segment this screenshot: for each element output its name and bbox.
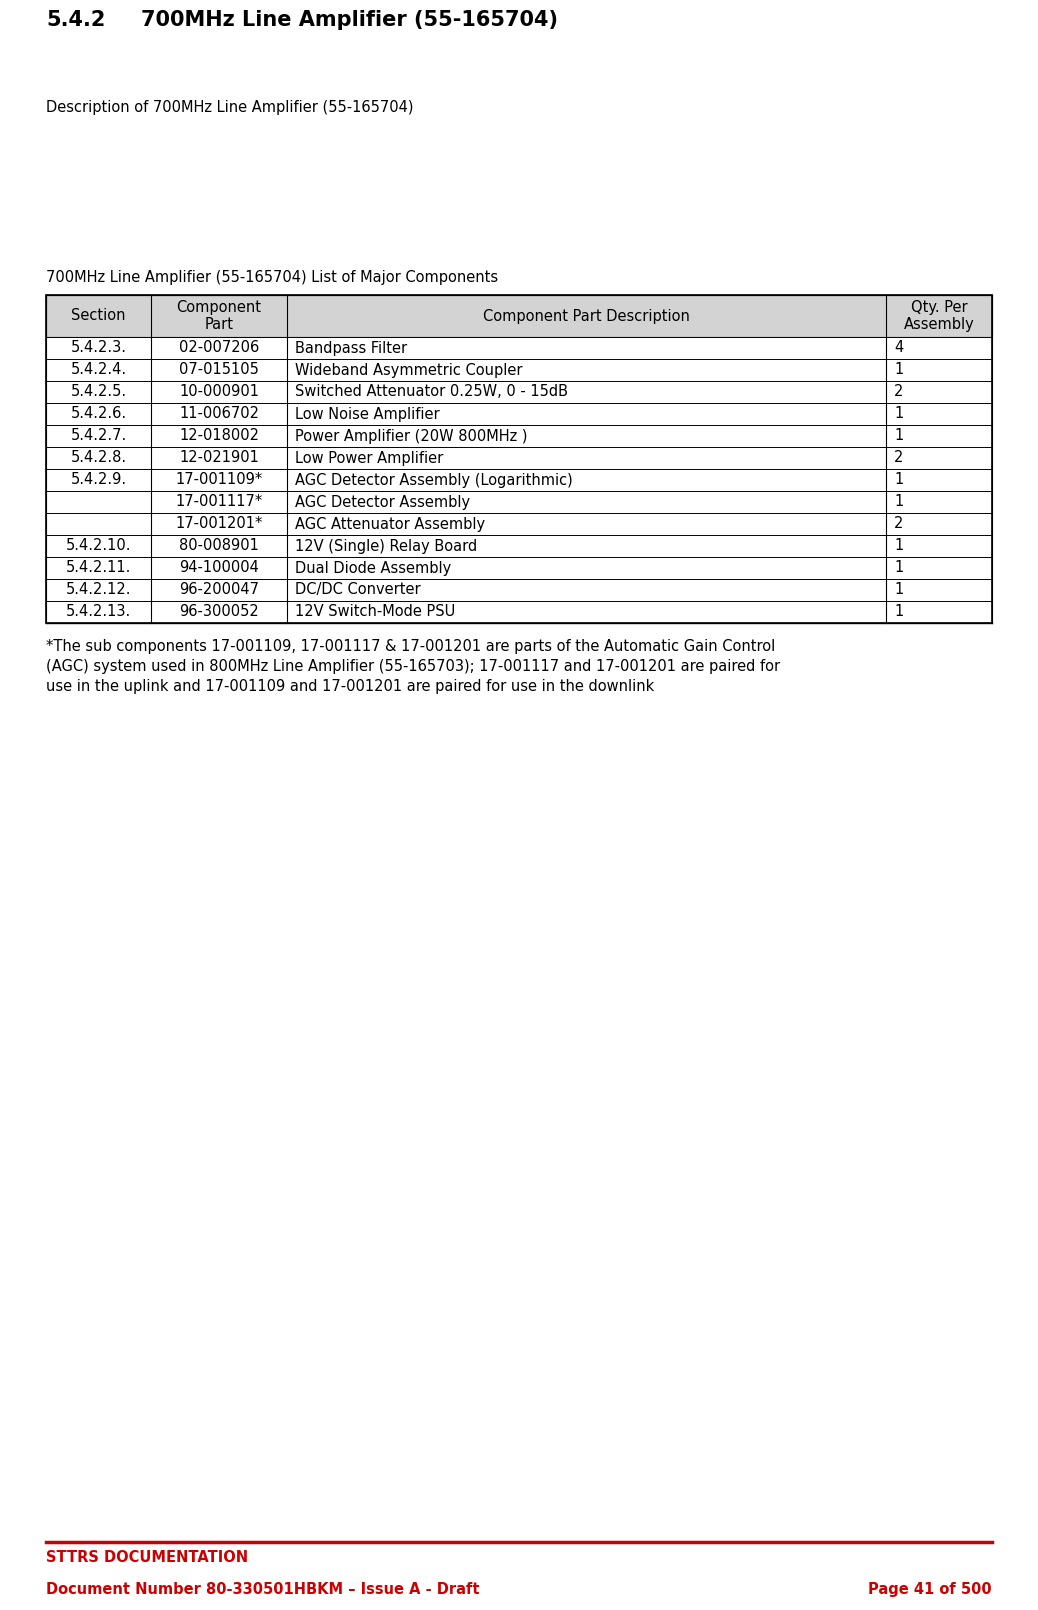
Text: 5.4.2.4.: 5.4.2.4.	[71, 362, 127, 377]
Text: 1: 1	[894, 604, 903, 620]
Text: AGC Attenuator Assembly: AGC Attenuator Assembly	[295, 517, 486, 531]
Text: 2: 2	[894, 517, 903, 531]
Text: 1: 1	[894, 406, 903, 422]
Text: Page 41 of 500: Page 41 of 500	[869, 1583, 992, 1597]
Text: 17-001117*: 17-001117*	[175, 494, 263, 509]
Text: 5.4.2.7.: 5.4.2.7.	[71, 428, 127, 443]
Text: Qty. Per
Assembly: Qty. Per Assembly	[904, 299, 975, 332]
Bar	[46, 359, 992, 382]
Text: 80-008901: 80-008901	[180, 538, 260, 554]
Bar	[46, 469, 992, 491]
Text: 5.4.2.10.: 5.4.2.10.	[65, 538, 131, 554]
Text: AGC Detector Assembly: AGC Detector Assembly	[295, 494, 470, 509]
Text: 94-100004: 94-100004	[180, 560, 260, 575]
Text: 700MHz Line Amplifier (55-165704): 700MHz Line Amplifier (55-165704)	[141, 10, 558, 31]
Text: Wideband Asymmetric Coupler: Wideband Asymmetric Coupler	[295, 362, 523, 377]
Text: 11-006702: 11-006702	[180, 406, 260, 422]
Bar	[46, 295, 992, 623]
Text: AGC Detector Assembly (Logarithmic): AGC Detector Assembly (Logarithmic)	[295, 472, 573, 488]
Text: Power Amplifier (20W 800MHz ): Power Amplifier (20W 800MHz )	[295, 428, 527, 443]
Text: 5.4.2.12.: 5.4.2.12.	[65, 583, 131, 597]
Text: Dual Diode Assembly: Dual Diode Assembly	[295, 560, 452, 575]
Text: 96-200047: 96-200047	[180, 583, 260, 597]
Text: 5.4.2.11.: 5.4.2.11.	[65, 560, 131, 575]
Text: Section: Section	[72, 309, 126, 324]
Text: 1: 1	[894, 428, 903, 443]
Text: *The sub components 17-001109, 17-001117 & 17-001201 are parts of the Automatic : *The sub components 17-001109, 17-001117…	[46, 639, 781, 694]
Text: 2: 2	[894, 385, 903, 399]
Text: 1: 1	[894, 583, 903, 597]
Bar	[46, 448, 992, 469]
Text: 17-001109*: 17-001109*	[175, 472, 263, 488]
Text: Component Part Description: Component Part Description	[484, 309, 690, 324]
Text: 1: 1	[894, 472, 903, 488]
Text: 07-015105: 07-015105	[180, 362, 260, 377]
Bar	[46, 557, 992, 580]
Text: DC/DC Converter: DC/DC Converter	[295, 583, 420, 597]
Text: 1: 1	[894, 560, 903, 575]
Text: 5.4.2.5.: 5.4.2.5.	[71, 385, 127, 399]
Text: Switched Attenuator 0.25W, 0 - 15dB: Switched Attenuator 0.25W, 0 - 15dB	[295, 385, 568, 399]
Text: 12-018002: 12-018002	[180, 428, 260, 443]
Text: 12V Switch-Mode PSU: 12V Switch-Mode PSU	[295, 604, 456, 620]
Text: 5.4.2.3.: 5.4.2.3.	[71, 340, 127, 356]
Text: 12-021901: 12-021901	[180, 451, 260, 465]
Text: 5.4.2.8.: 5.4.2.8.	[71, 451, 127, 465]
Text: 5.4.2.6.: 5.4.2.6.	[71, 406, 127, 422]
Text: 1: 1	[894, 362, 903, 377]
Text: Low Power Amplifier: Low Power Amplifier	[295, 451, 443, 465]
Text: 2: 2	[894, 451, 903, 465]
Text: Document Number 80-330501HBKM – Issue A - Draft: Document Number 80-330501HBKM – Issue A …	[46, 1583, 480, 1597]
Bar	[46, 336, 992, 359]
Bar	[46, 580, 992, 601]
Text: Low Noise Amplifier: Low Noise Amplifier	[295, 406, 440, 422]
Text: 1: 1	[894, 538, 903, 554]
Text: 1: 1	[894, 494, 903, 509]
Bar	[46, 382, 992, 402]
Text: 02-007206: 02-007206	[179, 340, 260, 356]
Bar	[46, 514, 992, 535]
Text: Bandpass Filter: Bandpass Filter	[295, 340, 407, 356]
Bar	[46, 535, 992, 557]
Text: 5.4.2.13.: 5.4.2.13.	[65, 604, 131, 620]
Bar	[46, 402, 992, 425]
Bar	[46, 295, 992, 336]
Text: 10-000901: 10-000901	[180, 385, 260, 399]
Text: 5.4.2: 5.4.2	[46, 10, 106, 31]
Text: 96-300052: 96-300052	[180, 604, 260, 620]
Text: 17-001201*: 17-001201*	[175, 517, 263, 531]
Text: 700MHz Line Amplifier (55-165704) List of Major Components: 700MHz Line Amplifier (55-165704) List o…	[46, 270, 498, 285]
Text: 4: 4	[894, 340, 903, 356]
Bar	[46, 425, 992, 448]
Text: Component
Part: Component Part	[176, 299, 262, 332]
Bar	[46, 491, 992, 514]
Text: 12V (Single) Relay Board: 12V (Single) Relay Board	[295, 538, 477, 554]
Text: Description of 700MHz Line Amplifier (55-165704): Description of 700MHz Line Amplifier (55…	[46, 100, 413, 114]
Text: STTRS DOCUMENTATION: STTRS DOCUMENTATION	[46, 1550, 248, 1565]
Bar	[46, 601, 992, 623]
Text: 5.4.2.9.: 5.4.2.9.	[71, 472, 127, 488]
